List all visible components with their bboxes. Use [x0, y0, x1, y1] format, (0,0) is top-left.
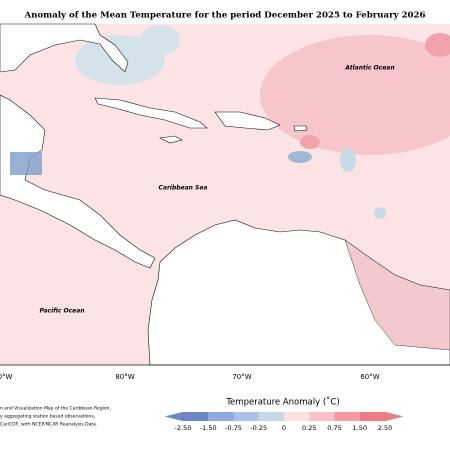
longitude-label: 80°W — [115, 373, 134, 381]
legend: -2.50 -1.50 -0.75 -0.25 0 0.25 0.75 1.50 2.50 — [164, 411, 404, 432]
footnote: y aggregating station based observations… — [0, 414, 95, 420]
legend-arrow — [384, 411, 404, 422]
longitude-label: 70°W — [232, 373, 251, 381]
legend-swatch — [309, 412, 335, 421]
legend-tick-label: -1.50 — [200, 424, 217, 432]
legend-swatch — [334, 412, 360, 421]
ocean-label: Caribbean Sea — [159, 185, 208, 192]
map-title: Anomaly of the Mean Temperature for the … — [23, 11, 425, 21]
legend-swatch — [258, 412, 284, 421]
legend-swatch — [359, 412, 385, 421]
legend-swatch — [233, 412, 259, 421]
legend-tick-label: -2.50 — [175, 424, 192, 432]
legend-tick-label: 2.50 — [378, 424, 392, 432]
legend-swatch — [208, 412, 234, 421]
cool-anomaly — [374, 207, 386, 219]
legend-tick-label: 1.50 — [353, 424, 367, 432]
warm-anomaly — [425, 33, 450, 57]
hispaniola — [214, 111, 281, 131]
cool-anomaly — [288, 151, 312, 163]
legend-tick-label: 0.25 — [302, 424, 316, 432]
central-america — [0, 94, 156, 269]
cold-anomaly — [10, 152, 42, 175]
longitude-label: 0°W — [0, 373, 13, 381]
legend-title: Temperature Anomaly (˚C) — [225, 397, 339, 408]
warm-anomaly — [300, 135, 320, 149]
warm-land-anomaly — [344, 239, 450, 351]
legend-tick-label: 0.75 — [327, 424, 341, 432]
cool-anomaly — [140, 25, 180, 55]
cuba — [94, 97, 208, 129]
legend-tick-label: -0.75 — [225, 424, 242, 432]
legend-swatch — [183, 412, 209, 421]
cool-anomaly — [340, 148, 356, 172]
ocean-label: Atlantic Ocean — [344, 65, 394, 72]
footnote: n and Visualization Map of the Caribbean… — [0, 406, 111, 412]
footnote: CariCOF, with NCEP/NCAR Reanalysis Data. — [0, 422, 97, 428]
puerto-rico — [293, 125, 308, 132]
map-area: Atlantic Ocean Caribbean Sea Pacific Oce… — [0, 23, 450, 366]
warm-anomaly — [260, 35, 450, 155]
jamaica — [158, 135, 183, 144]
north-america — [0, 23, 129, 73]
legend-tick-label: -0.25 — [250, 424, 267, 432]
longitude-label: 60°W — [360, 373, 379, 381]
legend-swatch — [284, 412, 310, 421]
ocean-label: Pacific Ocean — [39, 308, 84, 315]
legend-tick-label: 0 — [282, 424, 286, 432]
